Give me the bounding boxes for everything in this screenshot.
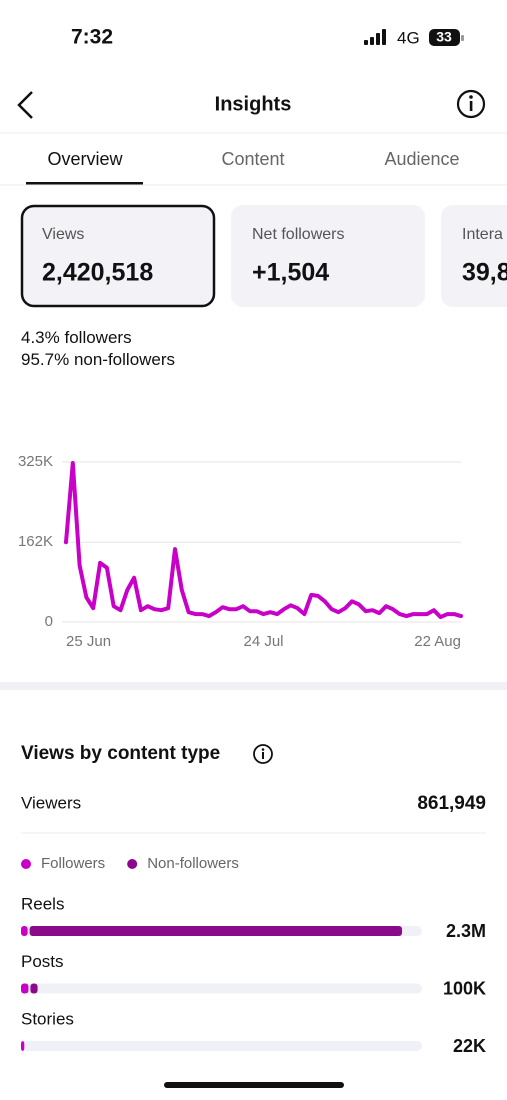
metric-card[interactable] — [20, 204, 216, 308]
line-series — [64, 461, 463, 620]
legend-label: Followers — [41, 855, 105, 872]
category-label: Posts — [21, 952, 64, 971]
total-label: 100K — [443, 978, 486, 998]
tab[interactable]: Audience — [384, 149, 459, 169]
legend-swatch — [127, 859, 138, 869]
bar-segment — [30, 983, 38, 994]
card-label: Intera — [462, 226, 503, 243]
bar-track — [21, 1041, 422, 1051]
home-indicator — [164, 1082, 344, 1088]
bar-segment — [21, 983, 29, 994]
card-label: Views — [42, 226, 84, 243]
legend-label: Non-followers — [147, 855, 239, 872]
bar-segment — [29, 926, 403, 936]
info-button[interactable] — [456, 89, 486, 119]
header-title: Insights — [215, 93, 292, 115]
signal-icon — [364, 29, 386, 45]
y-tick-label: 325K — [18, 453, 53, 470]
breakdown-label: followers — [64, 328, 131, 347]
section-divider — [0, 682, 507, 690]
battery-tip — [461, 35, 464, 41]
y-tick-label: 0 — [45, 613, 53, 630]
breakdown-value: 4.3% — [21, 328, 60, 347]
back-button[interactable] — [17, 91, 33, 119]
breakdown-line: 4.3% followers — [21, 328, 132, 347]
card-value: +1,504 — [252, 259, 329, 287]
breakdown-label: non-followers — [74, 350, 175, 369]
network-label: 4G — [397, 28, 420, 47]
category-label: Stories — [21, 1009, 74, 1028]
summary-value: 861,949 — [417, 793, 486, 814]
breakdown-value: 95.7% — [21, 350, 69, 369]
bar-segment — [21, 926, 28, 936]
status-time: 7:32 — [71, 26, 113, 49]
tab[interactable]: Content — [221, 149, 284, 169]
bar-chart: Followers Non-followers Reels 2.3M Posts 100K… — [21, 855, 486, 1056]
category-label: Reels — [21, 894, 64, 913]
card-value: 2,420,518 — [42, 259, 153, 287]
line-chart: 0 162K 325K 25 Jun 24 Jul 22 Aug — [18, 453, 463, 650]
section-title: Views by content type — [21, 743, 220, 764]
metric-card[interactable] — [441, 205, 507, 307]
tab-indicator — [26, 182, 143, 185]
tab[interactable]: Overview — [47, 149, 123, 169]
info-button[interactable] — [253, 744, 273, 764]
card-value: 39,8 — [462, 259, 507, 287]
total-label: 22K — [453, 1036, 486, 1056]
bar-segment — [21, 1041, 25, 1051]
metric-card[interactable] — [231, 205, 425, 307]
total-label: 2.3M — [446, 921, 486, 941]
breakdown-line: 95.7% non-followers — [21, 350, 175, 369]
y-tick-label: 162K — [18, 533, 53, 550]
x-tick-label: 24 Jul — [243, 633, 283, 650]
legend-swatch — [21, 859, 31, 869]
summary-label: Viewers — [21, 793, 81, 812]
x-tick-label: 22 Aug — [414, 633, 461, 650]
card-label: Net followers — [252, 226, 344, 243]
x-tick-label: 25 Jun — [66, 633, 111, 650]
bar-track — [21, 983, 422, 994]
battery-level: 33 — [436, 29, 452, 45]
battery-icon — [429, 29, 460, 46]
